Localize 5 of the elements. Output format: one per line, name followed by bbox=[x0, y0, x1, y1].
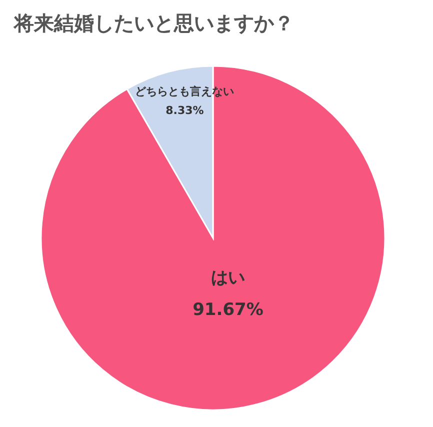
chart-title: 将来結婚したいと思いますか？ bbox=[13, 11, 294, 35]
data-label: 8.33% bbox=[166, 104, 204, 118]
slice-label: はい bbox=[211, 268, 245, 288]
pie-slice bbox=[40, 65, 386, 410]
data-label: 91.67% bbox=[192, 300, 264, 320]
